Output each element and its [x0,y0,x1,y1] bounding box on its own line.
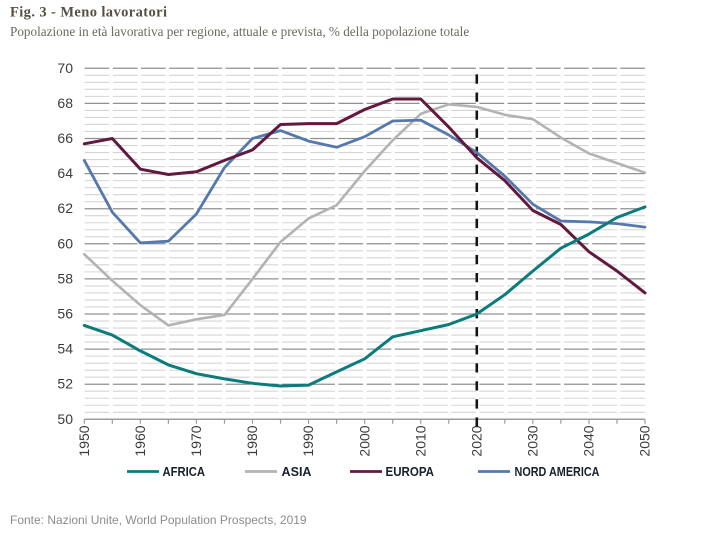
svg-text:60: 60 [57,235,73,251]
svg-text:56: 56 [57,306,73,322]
svg-text:Popolazione in età lavorativa: Popolazione in età lavorativa per region… [10,24,469,39]
svg-text:2040: 2040 [581,425,597,456]
svg-text:Fig. 3 - Meno lavoratori: Fig. 3 - Meno lavoratori [10,5,167,21]
svg-text:2050: 2050 [637,425,653,456]
svg-text:2030: 2030 [524,425,540,456]
svg-text:66: 66 [57,130,73,146]
svg-text:1990: 1990 [300,425,316,456]
svg-text:1970: 1970 [188,425,204,456]
svg-text:54: 54 [57,341,73,357]
svg-text:EUROPA: EUROPA [386,464,435,479]
svg-text:68: 68 [57,95,73,111]
svg-text:62: 62 [57,200,73,216]
svg-text:NORD AMERICA: NORD AMERICA [515,464,601,479]
svg-text:58: 58 [57,270,73,286]
svg-text:64: 64 [57,165,73,181]
svg-text:1980: 1980 [244,425,260,456]
svg-text:50: 50 [57,411,73,427]
svg-text:1960: 1960 [132,425,148,456]
svg-text:AFRICA: AFRICA [163,464,206,479]
svg-text:1950: 1950 [76,425,92,456]
svg-text:52: 52 [57,376,73,392]
svg-text:70: 70 [57,60,73,76]
svg-text:2000: 2000 [356,425,372,456]
svg-text:2010: 2010 [412,425,428,456]
svg-text:2020: 2020 [468,425,484,456]
svg-text:ASIA: ASIA [282,464,313,479]
svg-text:Fonte: Nazioni Unite, World Po: Fonte: Nazioni Unite, World Population P… [10,513,307,527]
